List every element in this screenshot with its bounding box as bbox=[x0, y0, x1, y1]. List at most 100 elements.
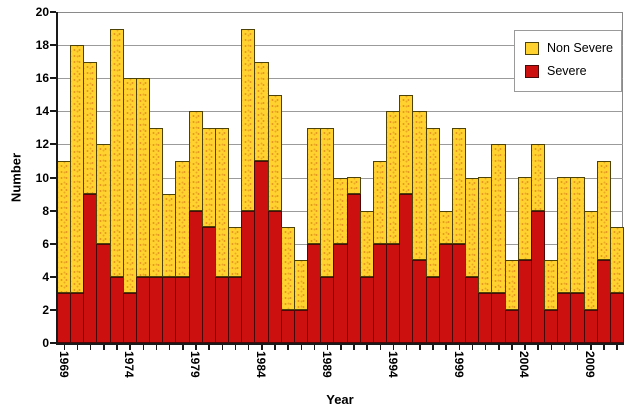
bar-segment-non-severe bbox=[320, 127, 334, 277]
bar-segment-non-severe bbox=[123, 78, 137, 294]
x-tick bbox=[590, 345, 592, 350]
bar-segment-severe bbox=[399, 194, 413, 343]
y-tick bbox=[50, 77, 56, 80]
bar-1992 bbox=[360, 12, 374, 343]
bar-2009 bbox=[584, 12, 598, 343]
bar-1998 bbox=[439, 12, 453, 343]
bar-segment-severe bbox=[439, 243, 453, 343]
bar-segment-severe bbox=[557, 293, 571, 343]
bar-1978 bbox=[175, 12, 190, 343]
y-tick bbox=[50, 242, 56, 245]
bar-segment-non-severe bbox=[531, 144, 545, 211]
bar-segment-severe bbox=[123, 293, 137, 343]
bar-segment-non-severe bbox=[505, 260, 519, 310]
bar-2003 bbox=[505, 12, 519, 343]
x-tick bbox=[550, 345, 553, 350]
bar-2006 bbox=[544, 12, 558, 343]
bar-segment-non-severe bbox=[136, 78, 150, 277]
bar-1991 bbox=[347, 12, 361, 343]
x-tick bbox=[458, 345, 460, 350]
x-tick bbox=[63, 345, 66, 350]
x-tick bbox=[208, 345, 210, 350]
x-tick-label-1969: 1969 bbox=[56, 351, 71, 378]
bar-segment-non-severe bbox=[281, 227, 295, 310]
y-tick bbox=[50, 143, 56, 146]
x-tick bbox=[168, 345, 171, 350]
bar-segment-severe bbox=[110, 276, 124, 343]
bar-1971 bbox=[83, 12, 97, 343]
bar-2000 bbox=[465, 12, 479, 343]
bar-segment-non-severe bbox=[518, 177, 532, 261]
bar-1973 bbox=[110, 12, 124, 343]
y-axis-line bbox=[56, 12, 58, 345]
bar-1972 bbox=[96, 12, 111, 343]
bar-segment-severe bbox=[70, 293, 84, 343]
bar-segment-severe bbox=[268, 210, 282, 343]
x-tick bbox=[234, 345, 237, 350]
x-tick bbox=[563, 345, 566, 350]
y-tick bbox=[50, 275, 56, 278]
bar-segment-severe bbox=[544, 309, 558, 343]
bar-2004 bbox=[518, 12, 532, 343]
x-tick-label-1999: 1999 bbox=[451, 351, 466, 378]
x-tick bbox=[392, 345, 395, 350]
bar-segment-non-severe bbox=[399, 94, 413, 194]
bar-segment-non-severe bbox=[452, 127, 466, 244]
bar-segment-severe bbox=[215, 276, 229, 343]
y-tick-label: 14 bbox=[35, 104, 49, 119]
bar-segment-severe bbox=[320, 276, 334, 343]
legend-label-non-severe: Non Severe bbox=[547, 41, 614, 55]
y-tick-label: 8 bbox=[42, 203, 49, 218]
bar-segment-non-severe bbox=[491, 144, 506, 294]
bar-2011 bbox=[610, 12, 624, 343]
bar-segment-severe bbox=[96, 243, 111, 343]
severe-swatch-icon bbox=[525, 64, 539, 78]
bar-segment-severe bbox=[149, 276, 163, 343]
bar-segment-severe bbox=[175, 276, 190, 343]
x-tick bbox=[340, 345, 342, 350]
x-tick bbox=[182, 345, 184, 350]
bar-segment-non-severe bbox=[373, 160, 387, 244]
y-tick-label: 2 bbox=[42, 302, 49, 317]
bar-1979 bbox=[189, 12, 203, 343]
y-tick bbox=[50, 209, 56, 212]
bar-1994 bbox=[386, 12, 400, 343]
legend-item-non-severe: Non Severe bbox=[525, 40, 621, 56]
bar-segment-severe bbox=[412, 260, 427, 343]
bar-segment-severe bbox=[478, 293, 492, 343]
bar-segment-severe bbox=[452, 243, 466, 343]
bar-segment-non-severe bbox=[584, 210, 598, 310]
bar-segment-severe bbox=[465, 276, 479, 343]
bar-segment-severe bbox=[241, 210, 255, 343]
bar-segment-severe bbox=[307, 243, 321, 343]
bar-segment-severe bbox=[189, 210, 203, 343]
x-tick-label-1979: 1979 bbox=[188, 351, 203, 378]
x-tick bbox=[405, 345, 408, 350]
x-tick bbox=[261, 345, 263, 350]
bar-1986 bbox=[281, 12, 295, 343]
x-tick bbox=[274, 345, 276, 350]
bar-1977 bbox=[162, 12, 176, 343]
x-tick bbox=[484, 345, 487, 350]
bar-segment-non-severe bbox=[268, 94, 282, 211]
x-tick bbox=[326, 345, 329, 350]
x-tick bbox=[300, 345, 302, 350]
bar-segment-non-severe bbox=[70, 45, 84, 294]
x-tick bbox=[524, 345, 526, 350]
x-tick-label-2009: 2009 bbox=[583, 351, 598, 378]
x-tick bbox=[353, 345, 355, 350]
bar-segment-severe bbox=[491, 293, 506, 343]
bar-segment-non-severe bbox=[439, 210, 453, 244]
x-tick-label-2004: 2004 bbox=[517, 351, 532, 378]
non-severe-swatch-icon bbox=[525, 41, 539, 55]
bar-2010 bbox=[597, 12, 611, 343]
bar-segment-severe bbox=[570, 293, 585, 343]
legend: Non Severe Severe bbox=[514, 30, 622, 92]
bar-segment-non-severe bbox=[202, 127, 216, 228]
bar-segment-non-severe bbox=[57, 160, 71, 294]
x-tick bbox=[155, 345, 158, 350]
bar-1987 bbox=[294, 12, 308, 343]
x-tick bbox=[379, 345, 381, 350]
bar-1984 bbox=[254, 12, 269, 343]
